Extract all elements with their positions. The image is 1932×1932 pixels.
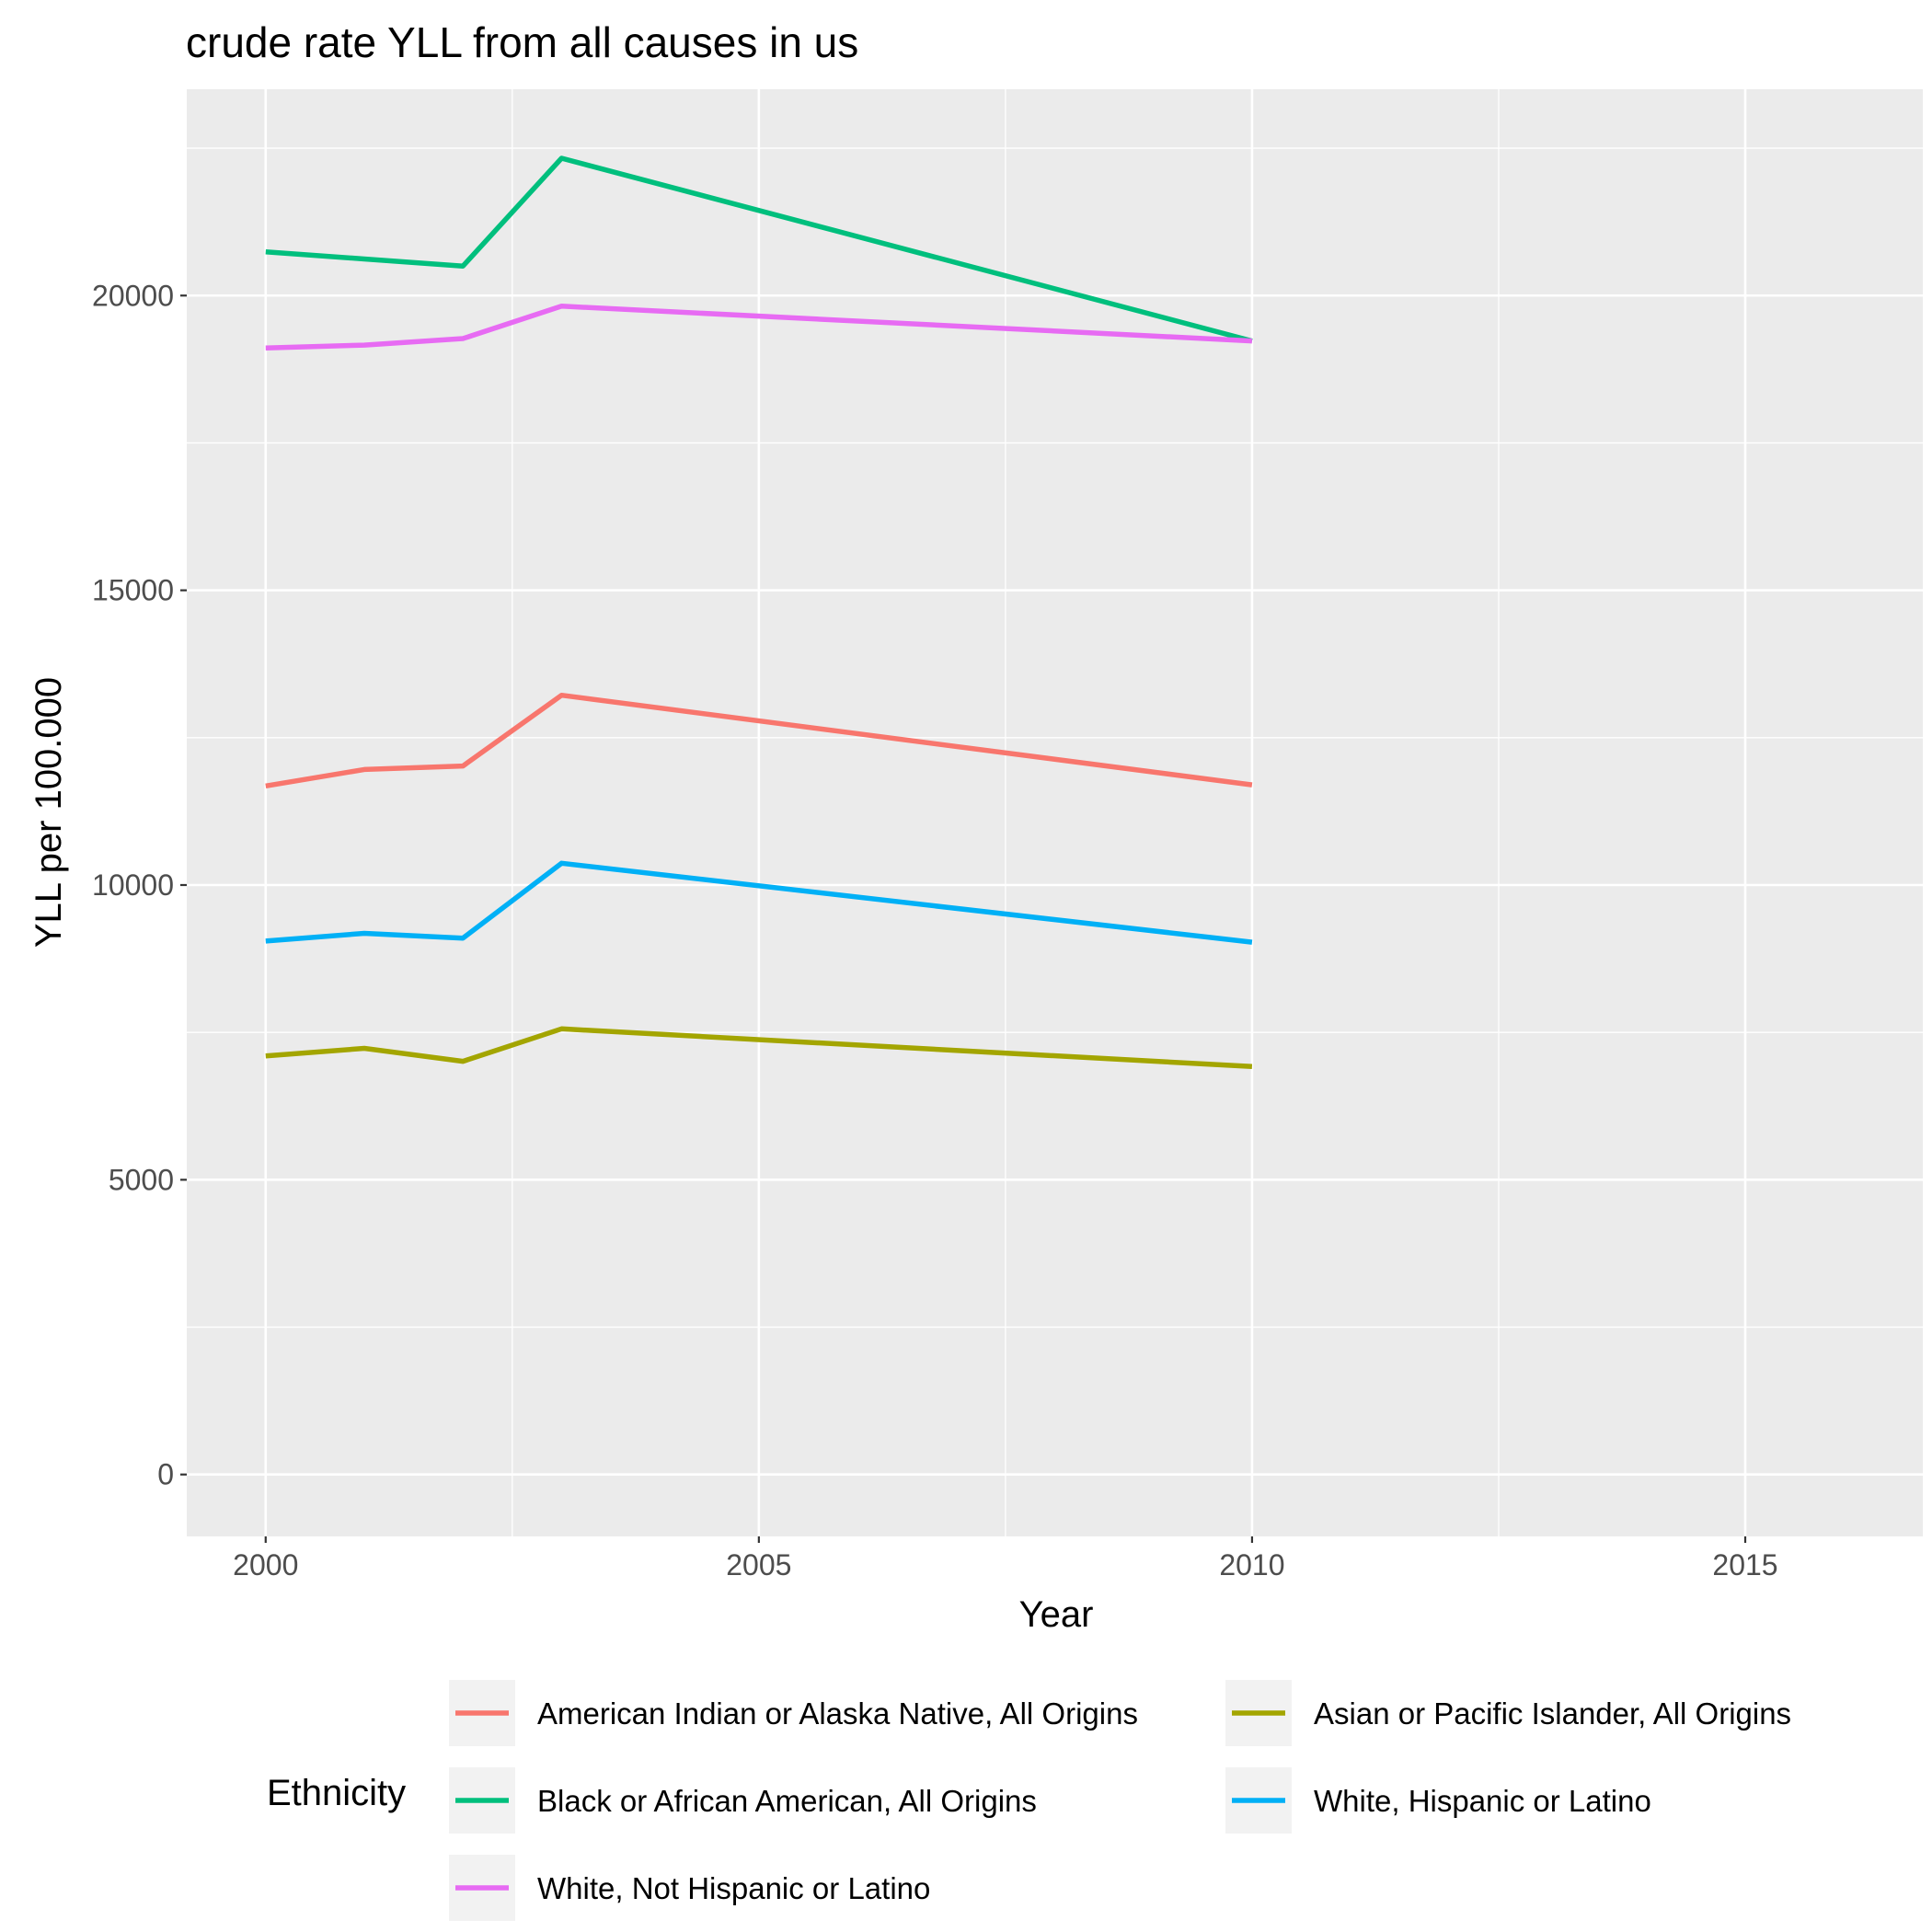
y-tick-label: 10000 xyxy=(92,868,174,902)
x-tick-label: 2005 xyxy=(726,1548,791,1581)
legend-item: American Indian or Alaska Native, All Or… xyxy=(449,1680,1138,1746)
legend-item: White, Not Hispanic or Latino xyxy=(449,1855,930,1921)
x-tick-label: 2000 xyxy=(233,1548,298,1581)
y-tick-label: 20000 xyxy=(92,279,174,312)
y-tick-label: 5000 xyxy=(109,1163,174,1196)
legend-label: White, Hispanic or Latino xyxy=(1314,1784,1651,1818)
y-axis: 0 5000 10000 15000 20000 xyxy=(92,279,187,1491)
legend-title: Ethnicity xyxy=(267,1773,406,1813)
series-layer xyxy=(265,155,1253,1070)
series-line xyxy=(265,860,1253,945)
x-tick-label: 2015 xyxy=(1712,1548,1777,1581)
series-line xyxy=(265,304,1253,351)
grid-major xyxy=(187,89,1923,1536)
series-line xyxy=(265,1026,1253,1070)
legend-item: Asian or Pacific Islander, All Origins xyxy=(1225,1680,1791,1746)
chart-title: crude rate YLL from all causes in us xyxy=(186,18,858,66)
legend: Ethnicity American Indian or Alaska Nati… xyxy=(267,1680,1791,1921)
y-axis-title: YLL per 100.000 xyxy=(29,677,69,948)
x-axis-title: Year xyxy=(1019,1594,1094,1635)
x-axis: 2000 2005 2010 2015 xyxy=(233,1536,1778,1581)
legend-items: American Indian or Alaska Native, All Or… xyxy=(449,1680,1791,1921)
legend-item: Black or African American, All Origins xyxy=(449,1767,1037,1834)
legend-label: Black or African American, All Origins xyxy=(537,1784,1037,1818)
y-tick-label: 15000 xyxy=(92,574,174,607)
x-tick-label: 2010 xyxy=(1219,1548,1284,1581)
series-line xyxy=(265,155,1253,344)
plot-panel xyxy=(187,89,1923,1536)
legend-label: White, Not Hispanic or Latino xyxy=(537,1871,930,1905)
legend-label: Asian or Pacific Islander, All Origins xyxy=(1314,1696,1791,1731)
legend-label: American Indian or Alaska Native, All Or… xyxy=(537,1696,1138,1731)
y-tick-label: 0 xyxy=(157,1458,174,1491)
series-line xyxy=(265,692,1253,789)
legend-item: White, Hispanic or Latino xyxy=(1225,1767,1651,1834)
